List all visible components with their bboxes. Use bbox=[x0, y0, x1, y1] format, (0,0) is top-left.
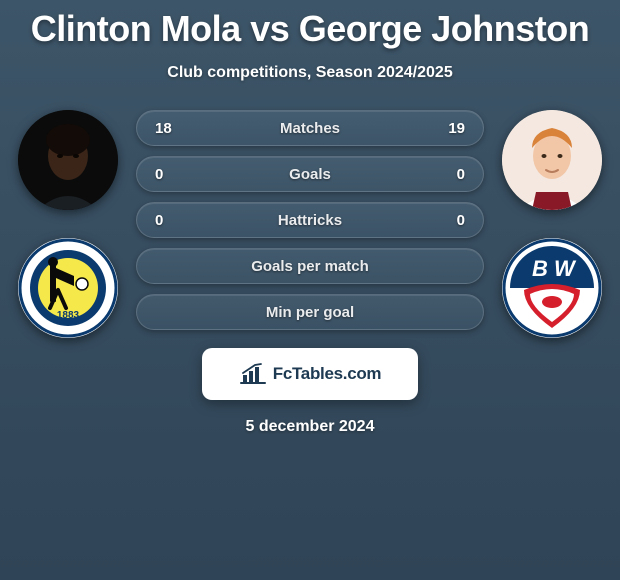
stat-right-value: 0 bbox=[441, 166, 465, 183]
player-left-column: 1883 bbox=[8, 110, 128, 340]
stat-left-value: 18 bbox=[155, 120, 179, 137]
fctables-logo: FcTables.com bbox=[202, 348, 418, 400]
svg-text:B: B bbox=[532, 256, 548, 281]
player-left-avatar bbox=[18, 110, 118, 210]
stat-right-value: 0 bbox=[441, 212, 465, 229]
logo-text: FcTables.com bbox=[273, 364, 382, 384]
player-right-avatar bbox=[502, 110, 602, 210]
comparison-date: 5 december 2024 bbox=[0, 418, 620, 436]
stat-label: Goals bbox=[289, 166, 331, 183]
bar-chart-icon bbox=[239, 363, 267, 385]
comparison-title: Clinton Mola vs George Johnston bbox=[0, 0, 620, 50]
comparison-main: 1883 18 Matches 19 0 Goals 0 0 Hattricks… bbox=[0, 110, 620, 340]
comparison-subtitle: Club competitions, Season 2024/2025 bbox=[0, 64, 620, 82]
stat-row-goals: 0 Goals 0 bbox=[136, 156, 484, 192]
stat-row-goals-per-match: Goals per match bbox=[136, 248, 484, 284]
svg-text:W: W bbox=[554, 256, 577, 281]
stats-column: 18 Matches 19 0 Goals 0 0 Hattricks 0 Go… bbox=[128, 110, 492, 340]
player-right-column: B W bbox=[492, 110, 612, 340]
stat-label: Goals per match bbox=[251, 258, 369, 275]
stat-label: Min per goal bbox=[266, 304, 354, 321]
player-left-club-badge: 1883 bbox=[18, 238, 118, 338]
stat-label: Matches bbox=[280, 120, 340, 137]
stat-row-min-per-goal: Min per goal bbox=[136, 294, 484, 330]
stat-row-hattricks: 0 Hattricks 0 bbox=[136, 202, 484, 238]
stat-left-value: 0 bbox=[155, 166, 179, 183]
stat-row-matches: 18 Matches 19 bbox=[136, 110, 484, 146]
player-right-club-badge: B W bbox=[502, 238, 602, 338]
stat-label: Hattricks bbox=[278, 212, 342, 229]
stat-left-value: 0 bbox=[155, 212, 179, 229]
svg-text:1883: 1883 bbox=[57, 310, 80, 321]
stat-right-value: 19 bbox=[441, 120, 465, 137]
